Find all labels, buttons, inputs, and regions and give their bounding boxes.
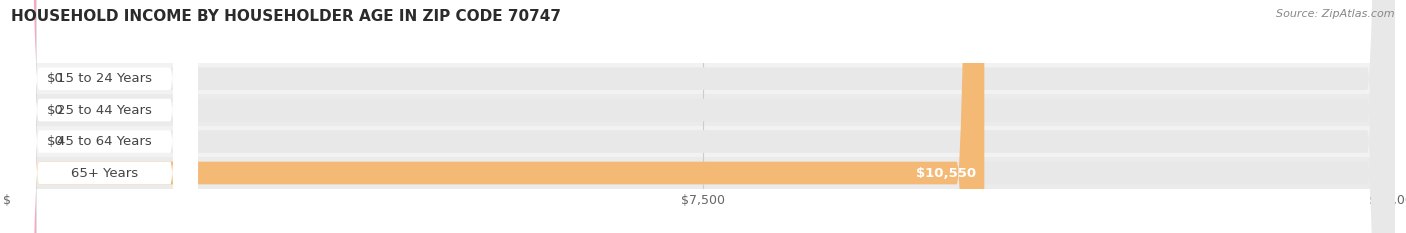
- Text: 45 to 64 Years: 45 to 64 Years: [58, 135, 152, 148]
- FancyBboxPatch shape: [11, 0, 1395, 233]
- Text: 25 to 44 Years: 25 to 44 Years: [58, 104, 152, 116]
- FancyBboxPatch shape: [11, 0, 37, 233]
- Text: 15 to 24 Years: 15 to 24 Years: [58, 72, 152, 85]
- Text: Source: ZipAtlas.com: Source: ZipAtlas.com: [1277, 9, 1395, 19]
- FancyBboxPatch shape: [11, 0, 1395, 233]
- FancyBboxPatch shape: [11, 0, 37, 233]
- FancyBboxPatch shape: [11, 0, 1395, 233]
- Text: $0: $0: [48, 104, 65, 116]
- Bar: [11, 63, 1395, 94]
- Text: $0: $0: [48, 72, 65, 85]
- Text: 65+ Years: 65+ Years: [72, 167, 138, 179]
- Bar: [11, 157, 1395, 189]
- Text: HOUSEHOLD INCOME BY HOUSEHOLDER AGE IN ZIP CODE 70747: HOUSEHOLD INCOME BY HOUSEHOLDER AGE IN Z…: [11, 9, 561, 24]
- FancyBboxPatch shape: [11, 0, 984, 233]
- Text: $10,550: $10,550: [915, 167, 976, 179]
- Bar: [11, 126, 1395, 157]
- FancyBboxPatch shape: [11, 0, 198, 233]
- FancyBboxPatch shape: [11, 0, 37, 233]
- Text: $0: $0: [48, 135, 65, 148]
- FancyBboxPatch shape: [11, 0, 198, 233]
- FancyBboxPatch shape: [11, 0, 198, 233]
- Bar: [11, 94, 1395, 126]
- FancyBboxPatch shape: [11, 0, 1395, 233]
- FancyBboxPatch shape: [11, 0, 198, 233]
